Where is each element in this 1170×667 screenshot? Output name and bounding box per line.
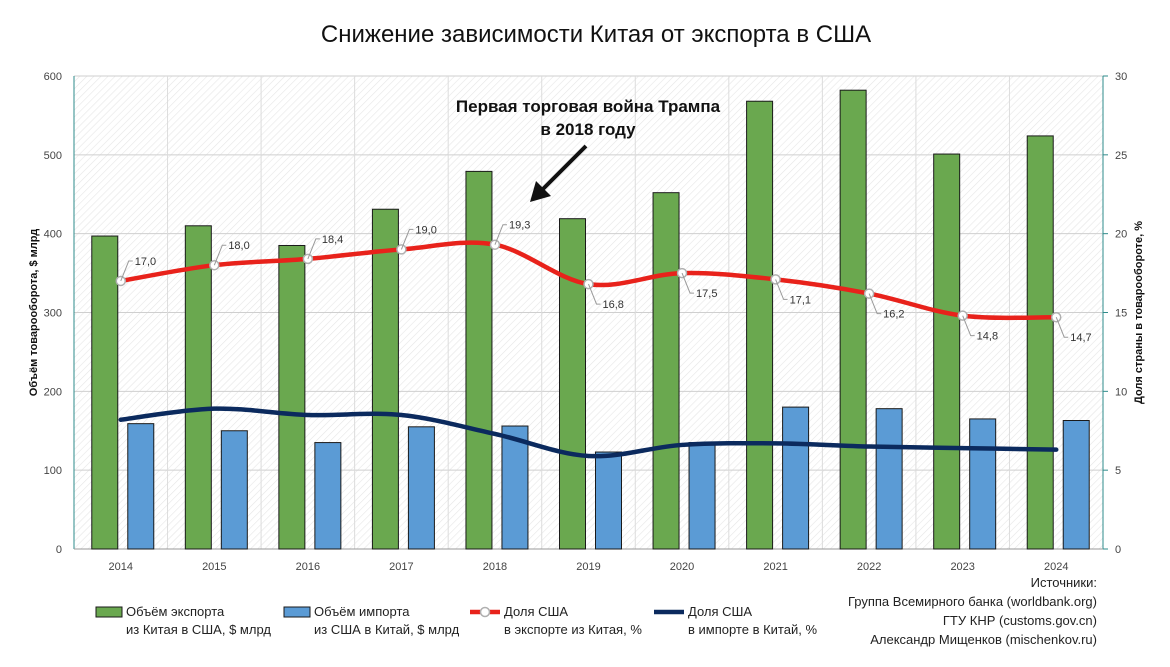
legend-label-import-share-2: в импорте в Китай, % xyxy=(688,622,817,637)
data-label-leader xyxy=(588,283,601,305)
data-label-leader xyxy=(400,228,414,250)
x-tick-label: 2022 xyxy=(857,561,881,573)
legend-marker-export-share xyxy=(479,606,491,618)
import-bar xyxy=(127,423,155,550)
source-line: Группа Всемирного банка (worldbank.org) xyxy=(848,594,1097,609)
y-tick-label: 0 xyxy=(56,544,62,556)
y-tick-label: 500 xyxy=(44,150,62,162)
legend-label-export-1: Объём экспорта xyxy=(126,604,225,619)
data-label-leader xyxy=(775,279,788,300)
annotation-line1: Первая торговая война Трампа xyxy=(456,97,721,116)
export-bar xyxy=(465,170,493,550)
source-line: ГТУ КНР (customs.gov.cn) xyxy=(943,613,1097,628)
import-bar xyxy=(875,408,903,550)
export-share-data-label: 16,2 xyxy=(883,309,904,321)
legend-label-export-share-1: Доля США xyxy=(504,604,568,619)
y2-tick-label: 5 xyxy=(1115,465,1121,477)
annotation-arrow-shaft xyxy=(540,144,588,192)
import-bar xyxy=(595,451,622,550)
export-bar xyxy=(371,208,399,550)
annotation-arrow-head xyxy=(530,181,551,202)
y-tick-label: 600 xyxy=(44,71,62,83)
y2-tick-label: 10 xyxy=(1115,386,1127,398)
import-bar xyxy=(688,442,716,550)
legend-label-export-2: из Китая в США, $ млрд xyxy=(126,622,271,637)
export-bar xyxy=(652,192,680,550)
x-tick-label: 2016 xyxy=(296,561,320,573)
import-bar xyxy=(220,430,248,550)
annotation-line2: в 2018 году xyxy=(540,120,636,139)
legend-swatch-import xyxy=(283,606,311,618)
y-tick-label: 200 xyxy=(44,386,62,398)
x-tick-label: 2019 xyxy=(576,561,600,573)
x-tick-label: 2014 xyxy=(109,561,133,573)
chart-title: Снижение зависимости Китая от экспорта в… xyxy=(321,21,871,48)
export-bar xyxy=(559,218,586,550)
x-tick-label: 2017 xyxy=(389,561,413,573)
export-share-data-label: 19,3 xyxy=(509,220,530,232)
export-bar xyxy=(184,225,212,550)
x-tick-label: 2021 xyxy=(763,561,787,573)
y-axis-title: Объём товарооборота, $ млрд xyxy=(28,229,40,396)
y2-tick-label: 25 xyxy=(1115,150,1127,162)
export-share-data-label: 18,0 xyxy=(228,240,249,252)
y2-tick-label: 15 xyxy=(1115,308,1127,320)
data-label-leader xyxy=(1055,317,1069,338)
x-tick-label: 2024 xyxy=(1044,561,1068,573)
import-share-line xyxy=(118,406,1059,459)
export-bar xyxy=(1026,135,1054,550)
y-tick-label: 300 xyxy=(44,308,62,320)
legend-label-import-1: Объём импорта xyxy=(314,604,410,619)
export-share-data-label: 14,7 xyxy=(1070,332,1091,344)
x-tick-label: 2018 xyxy=(483,561,507,573)
legend-label-import-share-1: Доля США xyxy=(688,604,752,619)
export-share-data-label: 18,4 xyxy=(322,234,343,246)
export-bar xyxy=(839,89,867,550)
y2-axis-title: Доля страны в товарообороте, % xyxy=(1133,221,1145,404)
y2-tick-label: 20 xyxy=(1115,229,1127,241)
export-share-data-label: 17,1 xyxy=(790,294,811,306)
data-label-leader xyxy=(494,224,507,245)
data-label-leader xyxy=(307,238,320,260)
x-tick-label: 2023 xyxy=(950,561,974,573)
export-bar xyxy=(746,100,774,550)
data-label-leader xyxy=(962,315,975,337)
import-bar xyxy=(407,426,435,550)
import-bar xyxy=(501,425,529,550)
export-bar xyxy=(91,235,119,550)
sources-heading: Источники: xyxy=(1031,575,1097,590)
export-bar xyxy=(278,244,306,550)
data-label-leader xyxy=(868,293,882,315)
export-share-data-label: 19,0 xyxy=(415,224,436,236)
export-share-data-label: 17,5 xyxy=(696,288,717,300)
source-line: Александр Мищенков (mischenkov.ru) xyxy=(870,632,1097,647)
y2-tick-label: 0 xyxy=(1115,544,1121,556)
x-tick-label: 2015 xyxy=(202,561,226,573)
export-share-data-label: 17,0 xyxy=(135,256,156,268)
legend-swatch-export xyxy=(95,606,123,618)
import-bar xyxy=(969,418,997,550)
import-bar xyxy=(782,406,810,550)
data-label-leader xyxy=(681,272,695,294)
x-tick-label: 2020 xyxy=(670,561,694,573)
import-bar xyxy=(314,442,342,550)
data-label-leader xyxy=(213,244,227,266)
y-tick-label: 400 xyxy=(44,229,62,241)
export-share-data-label: 14,8 xyxy=(977,331,998,343)
import-bar xyxy=(1062,420,1090,550)
y2-tick-label: 30 xyxy=(1115,71,1127,83)
legend-label-import-2: из США в Китай, $ млрд xyxy=(314,622,460,637)
data-label-leader xyxy=(120,260,133,282)
export-bar xyxy=(933,153,961,550)
export-share-data-label: 16,8 xyxy=(603,299,624,311)
y-tick-label: 100 xyxy=(44,465,62,477)
legend-label-export-share-2: в экспорте из Китая, % xyxy=(504,622,642,637)
